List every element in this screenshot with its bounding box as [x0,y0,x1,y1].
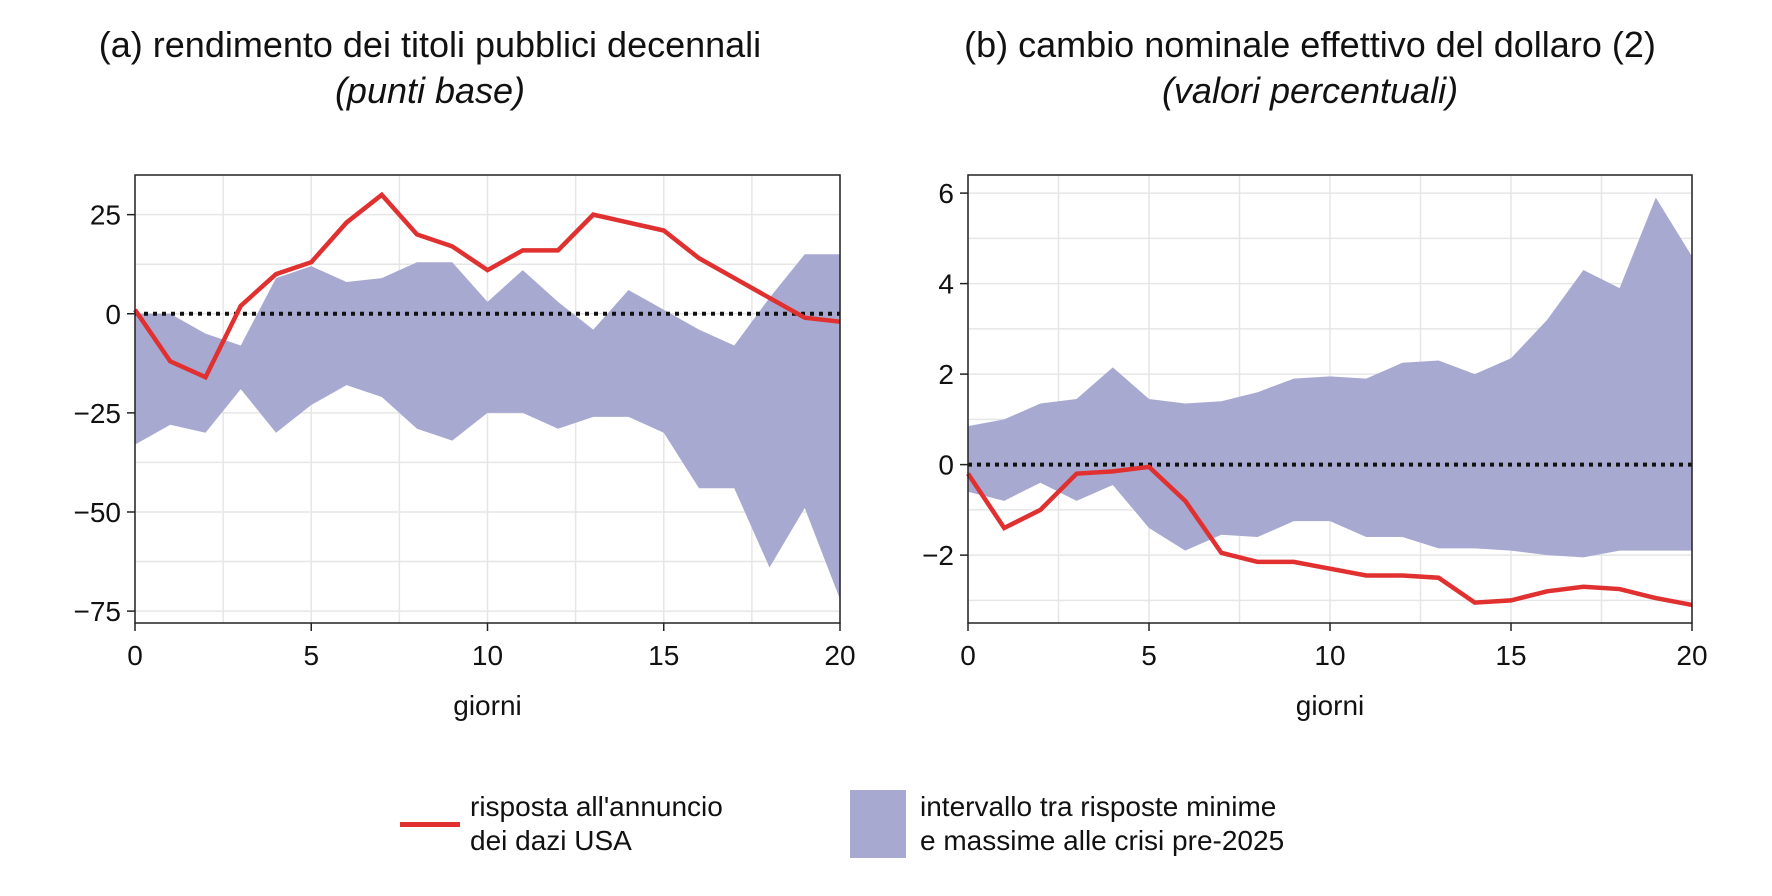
response-line [133,191,841,381]
range-band [135,254,840,600]
chart-b-subtitle: (valori percentuali) [1161,70,1459,111]
x-tick-label: 15 [1495,640,1526,671]
y-tick-label: 25 [90,200,121,231]
y-tick-label: 2 [938,359,954,390]
x-tick-label: 20 [1676,640,1707,671]
chart-b-title: (b) cambio nominale effettivo del dollar… [895,22,1725,114]
legend-line-swatch [400,822,460,827]
x-tick-label: 15 [648,640,679,671]
response-line [966,464,1693,608]
y-tick-label: −50 [74,497,122,528]
chart-0-plot: 0 5 10 15 20 25 0 −25 −50 −75 giorni [74,174,856,721]
y-tick-label: 4 [938,269,954,300]
y-tick-label: −2 [922,540,954,571]
x-tick-label: 10 [472,640,503,671]
y-tick-label: 0 [938,450,954,481]
x-axis-label: giorni [1296,690,1364,721]
chart-b-title-text: (b) cambio nominale effettivo del dollar… [964,24,1656,65]
legend-range-label: intervallo tra risposte minime e massime… [920,790,1284,858]
chart-a-subtitle: (punti base) [334,70,526,111]
legend-response-line1: risposta all'annuncio [470,791,723,822]
x-tick-label: 10 [1314,640,1345,671]
x-axis-label: giorni [453,690,521,721]
y-tick-label: −25 [74,398,122,429]
legend-band-swatch [850,790,906,858]
chart-a-title-text: (a) rendimento dei titoli pubblici decen… [98,24,762,65]
x-tick-label: 5 [1141,640,1157,671]
chart-a-title: (a) rendimento dei titoli pubblici decen… [60,22,800,114]
legend-response-label: risposta all'annuncio dei dazi USA [470,790,723,858]
legend-range-line2: e massime alle crisi pre-2025 [920,825,1285,856]
x-tick-label: 0 [127,640,143,671]
y-tick-label: −75 [74,596,122,627]
legend-response-line2: dei dazi USA [470,825,632,856]
x-tick-label: 0 [960,640,976,671]
y-tick-label: 0 [105,299,121,330]
legend-range-line1: intervallo tra risposte minime [920,791,1277,822]
x-tick-label: 20 [824,640,855,671]
x-tick-label: 5 [303,640,319,671]
y-tick-label: 6 [938,178,954,209]
